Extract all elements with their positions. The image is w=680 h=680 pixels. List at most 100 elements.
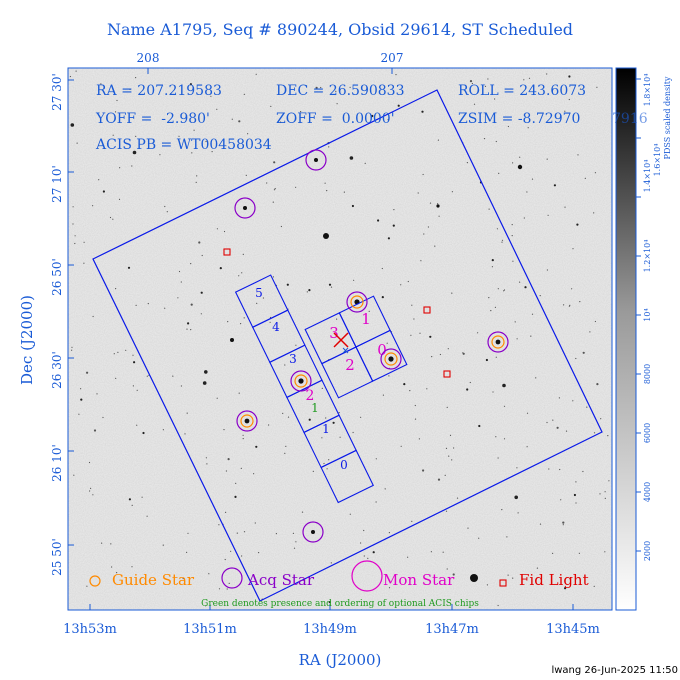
x-axis-title: RA (J2000) xyxy=(299,651,382,669)
background-star xyxy=(240,467,242,469)
background-star xyxy=(71,349,73,351)
background-star xyxy=(503,290,505,292)
background-star xyxy=(136,389,138,391)
background-star xyxy=(328,601,331,604)
background-star xyxy=(96,393,98,395)
info-zsim: ZSIM = -8.72970 xyxy=(458,111,580,127)
fid-light-marker xyxy=(423,306,431,314)
background-star xyxy=(530,335,532,337)
background-star xyxy=(190,263,192,265)
guide-star-circle xyxy=(294,374,308,388)
background-star xyxy=(292,532,294,535)
background-star xyxy=(582,351,585,354)
x-axis: 13h53m 13h51m 13h49m 13h47m 13h45m RA (J… xyxy=(63,604,600,669)
guide-star-circle xyxy=(350,295,364,309)
legend-fid-label: Fid Light xyxy=(519,571,589,589)
background-star xyxy=(136,424,138,426)
background-star xyxy=(546,421,548,424)
background-star xyxy=(434,245,436,247)
background-star xyxy=(234,495,237,498)
aimpoint-marker xyxy=(333,332,349,348)
background-star xyxy=(501,239,504,241)
bright-star xyxy=(230,338,234,342)
colorbar-tick-4000: 4000 xyxy=(643,482,652,502)
background-star xyxy=(367,557,369,560)
background-star xyxy=(336,318,338,320)
background-star xyxy=(363,529,365,532)
background-star xyxy=(300,111,302,113)
background-star xyxy=(564,206,566,208)
background-star xyxy=(324,182,326,184)
info-yoff: YOFF = -2.980' xyxy=(95,111,210,127)
background-star xyxy=(196,175,198,177)
y-tick-label-27-30: 27 30' xyxy=(50,73,64,111)
background-star xyxy=(438,215,440,217)
background-star xyxy=(352,431,354,434)
background-star xyxy=(198,241,201,244)
background-star xyxy=(241,555,243,557)
bright-star xyxy=(244,418,250,424)
background-star xyxy=(495,356,497,358)
background-star xyxy=(211,151,213,153)
background-star xyxy=(511,235,513,237)
legend-acq-label: Acq Star xyxy=(247,571,315,589)
colorbar-tick-2000: 2000 xyxy=(643,541,652,561)
background-star xyxy=(511,162,514,164)
background-star xyxy=(88,461,91,464)
background-star xyxy=(477,332,479,334)
background-star xyxy=(469,80,473,83)
background-star xyxy=(548,468,550,470)
background-star xyxy=(372,551,375,554)
background-star xyxy=(349,513,351,515)
background-star xyxy=(245,174,247,176)
background-star xyxy=(80,388,82,390)
background-star xyxy=(572,400,574,402)
background-star xyxy=(523,217,525,219)
background-star xyxy=(116,99,118,102)
background-star xyxy=(349,156,354,160)
background-star xyxy=(201,254,203,257)
background-star xyxy=(100,83,102,85)
background-star xyxy=(266,182,268,184)
background-star xyxy=(410,334,412,336)
background-star xyxy=(351,204,354,208)
acis-i-array xyxy=(304,295,408,399)
background-star xyxy=(182,578,184,580)
background-star xyxy=(497,457,499,459)
background-star xyxy=(497,288,499,290)
background-star xyxy=(69,75,71,78)
background-star xyxy=(439,353,441,356)
background-star xyxy=(273,161,276,164)
background-star xyxy=(180,385,182,387)
background-star xyxy=(565,430,568,432)
background-star xyxy=(360,416,362,418)
background-star xyxy=(135,77,137,79)
background-star xyxy=(471,82,473,85)
optional-chip-label: 1 xyxy=(311,401,319,415)
acis-i-chip-0 xyxy=(355,329,408,382)
x-tick-label-13h49m: 13h49m xyxy=(303,622,357,637)
fid-light-marker xyxy=(443,370,451,378)
background-star xyxy=(494,98,496,100)
background-star xyxy=(466,388,469,391)
background-star xyxy=(186,551,188,554)
background-star xyxy=(92,315,94,318)
background-star xyxy=(353,279,355,281)
background-star xyxy=(526,412,529,414)
background-star xyxy=(388,375,390,377)
background-star xyxy=(282,412,284,414)
background-star xyxy=(102,190,105,193)
background-star xyxy=(512,577,514,579)
background-star xyxy=(388,587,391,589)
background-star xyxy=(449,434,452,436)
background-star xyxy=(498,172,500,174)
background-star xyxy=(473,103,476,105)
background-star xyxy=(240,323,242,325)
background-star xyxy=(147,303,149,305)
background-star xyxy=(572,248,574,250)
background-star xyxy=(568,75,571,78)
background-star xyxy=(483,138,486,140)
background-star xyxy=(242,434,244,436)
background-star xyxy=(512,260,514,262)
